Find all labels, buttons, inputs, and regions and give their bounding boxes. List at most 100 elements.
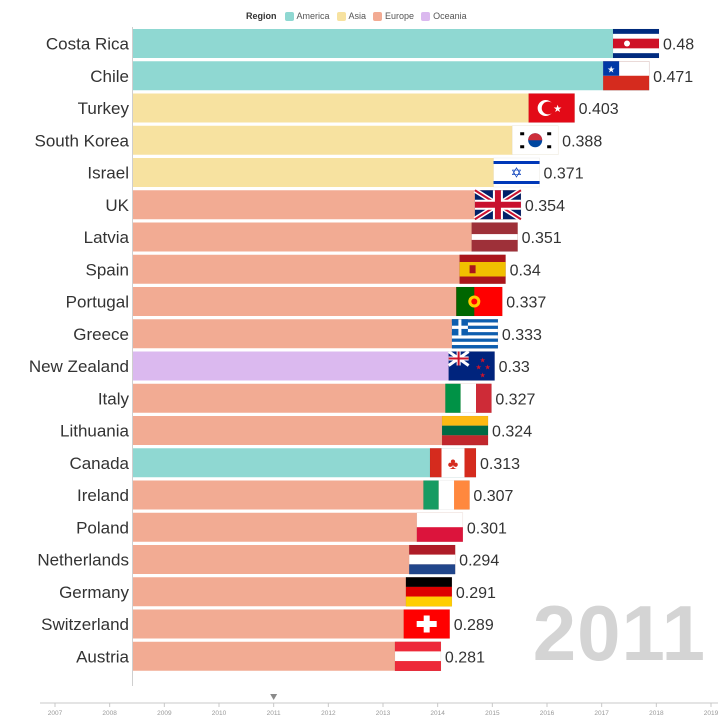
category-label: Israel	[87, 164, 129, 183]
category-label: Canada	[69, 454, 129, 473]
value-label: 0.333	[502, 327, 542, 344]
bar-row: Germany 0.291	[59, 577, 496, 607]
greece-flag-icon	[451, 319, 499, 349]
value-label: 0.324	[492, 424, 532, 441]
value-label: 0.354	[525, 198, 565, 215]
bar-row: Netherlands 0.294	[37, 544, 499, 575]
category-label: Portugal	[66, 293, 129, 312]
bar-row: Latvia 0.351	[84, 222, 562, 252]
legend-item-oceania[interactable]: Oceania	[421, 11, 467, 21]
bar-row: Chile ★ 0.471	[90, 61, 693, 91]
timeline-marker-icon[interactable]	[270, 694, 278, 700]
bar	[133, 287, 503, 316]
svg-text:★: ★	[607, 64, 615, 74]
ireland-flag-icon	[423, 480, 470, 510]
value-label: 0.337	[506, 295, 546, 312]
category-label: Chile	[90, 67, 129, 86]
bar-row: Greece 0.333	[73, 319, 542, 349]
bar	[133, 448, 476, 478]
bar	[133, 29, 659, 58]
value-label: 0.307	[473, 488, 513, 505]
bar-row: Poland 0.301	[76, 512, 507, 542]
bar	[133, 222, 518, 252]
value-label: 0.289	[454, 617, 494, 634]
legend-label: Europe	[385, 11, 415, 21]
value-label: 0.403	[579, 101, 619, 118]
bar-row: Austria 0.281	[76, 641, 485, 671]
bar	[133, 512, 463, 542]
costa-rica-flag-icon	[612, 28, 660, 59]
timeline-tick-label[interactable]: 2008	[102, 710, 117, 717]
category-label: Latvia	[84, 228, 130, 247]
netherlands-flag-icon	[408, 544, 456, 575]
category-label: UK	[105, 196, 129, 215]
category-label: Ireland	[77, 486, 129, 505]
bar	[133, 158, 540, 187]
bar	[133, 480, 470, 510]
bar-row: South Korea 0.388	[34, 125, 602, 155]
bar-row: Switzerland 0.289	[41, 609, 494, 639]
bar-row: Costa Rica 0.48	[46, 28, 694, 59]
uk-flag-icon	[473, 188, 523, 222]
timeline-tick-label[interactable]: 2015	[485, 710, 500, 717]
legend-item-america[interactable]: America	[284, 11, 330, 21]
category-label: Austria	[76, 647, 129, 666]
timeline-tick-label[interactable]: 2019	[704, 710, 719, 717]
bar	[133, 254, 506, 284]
timeline-tick-label[interactable]: 2017	[594, 710, 609, 717]
bar-row: Spain 0.34	[86, 254, 541, 284]
legend-item-asia[interactable]: Asia	[336, 11, 367, 21]
legend-title: Region	[246, 11, 277, 21]
timeline-tick-label[interactable]: 2007	[48, 710, 63, 717]
lithuania-flag-icon	[441, 415, 489, 446]
category-label: Spain	[86, 260, 129, 279]
category-label: Italy	[98, 389, 130, 408]
switzerland-flag-icon	[403, 609, 450, 639]
spain-flag-icon	[459, 254, 506, 284]
bar-row: New Zealand ★★ ★★ 0.33	[29, 350, 530, 381]
timeline[interactable]: 2007 2008 2009 2010 2011 2012 2013 2014 2015 2016…	[40, 694, 719, 717]
svg-text:★: ★	[475, 364, 481, 372]
category-label: Germany	[59, 583, 129, 602]
category-label: Netherlands	[37, 551, 129, 570]
legend-label: Oceania	[433, 11, 467, 21]
bar-row: Italy 0.327	[98, 383, 535, 413]
value-label: 0.294	[459, 553, 499, 570]
value-label: 0.351	[522, 230, 562, 247]
poland-flag-icon	[416, 512, 464, 542]
italy-flag-icon	[445, 383, 492, 413]
value-label: 0.471	[653, 69, 693, 86]
legend-item-europe[interactable]: Europe	[373, 11, 414, 21]
svg-text:★: ★	[553, 104, 562, 115]
category-label: Switzerland	[41, 615, 129, 634]
bar	[133, 383, 492, 413]
timeline-tick-label[interactable]: 2013	[376, 710, 391, 717]
timeline-tick-label[interactable]: 2012	[321, 710, 336, 717]
timeline-tick-label[interactable]: 2016	[540, 710, 555, 717]
bar	[133, 609, 450, 639]
timeline-tick-label[interactable]: 2011	[267, 710, 281, 717]
timeline-tick-label[interactable]: 2014	[430, 710, 445, 717]
value-label: 0.48	[663, 37, 694, 54]
timeline-tick-label[interactable]: 2018	[649, 710, 664, 717]
value-label: 0.291	[456, 585, 496, 602]
svg-text:✡: ✡	[511, 165, 523, 181]
value-label: 0.281	[445, 649, 485, 666]
bar	[133, 190, 521, 220]
legend-label: Asia	[348, 11, 367, 21]
bar	[133, 416, 489, 445]
timeline-tick-label[interactable]: 2010	[212, 710, 227, 717]
bar	[133, 319, 498, 349]
bar-row: Portugal 0.337	[66, 286, 546, 317]
bar	[133, 61, 650, 91]
portugal-flag-icon	[456, 286, 503, 317]
svg-text:★: ★	[479, 357, 485, 365]
value-label: 0.371	[544, 166, 584, 183]
value-label: 0.313	[480, 456, 520, 473]
timeline-tick-label[interactable]: 2009	[157, 710, 172, 717]
legend-swatch	[336, 11, 346, 21]
legend-swatch	[421, 11, 431, 21]
value-label: 0.327	[495, 391, 535, 408]
bar-row: Canada ♣ 0.313	[69, 448, 520, 478]
legend-swatch	[284, 11, 294, 21]
